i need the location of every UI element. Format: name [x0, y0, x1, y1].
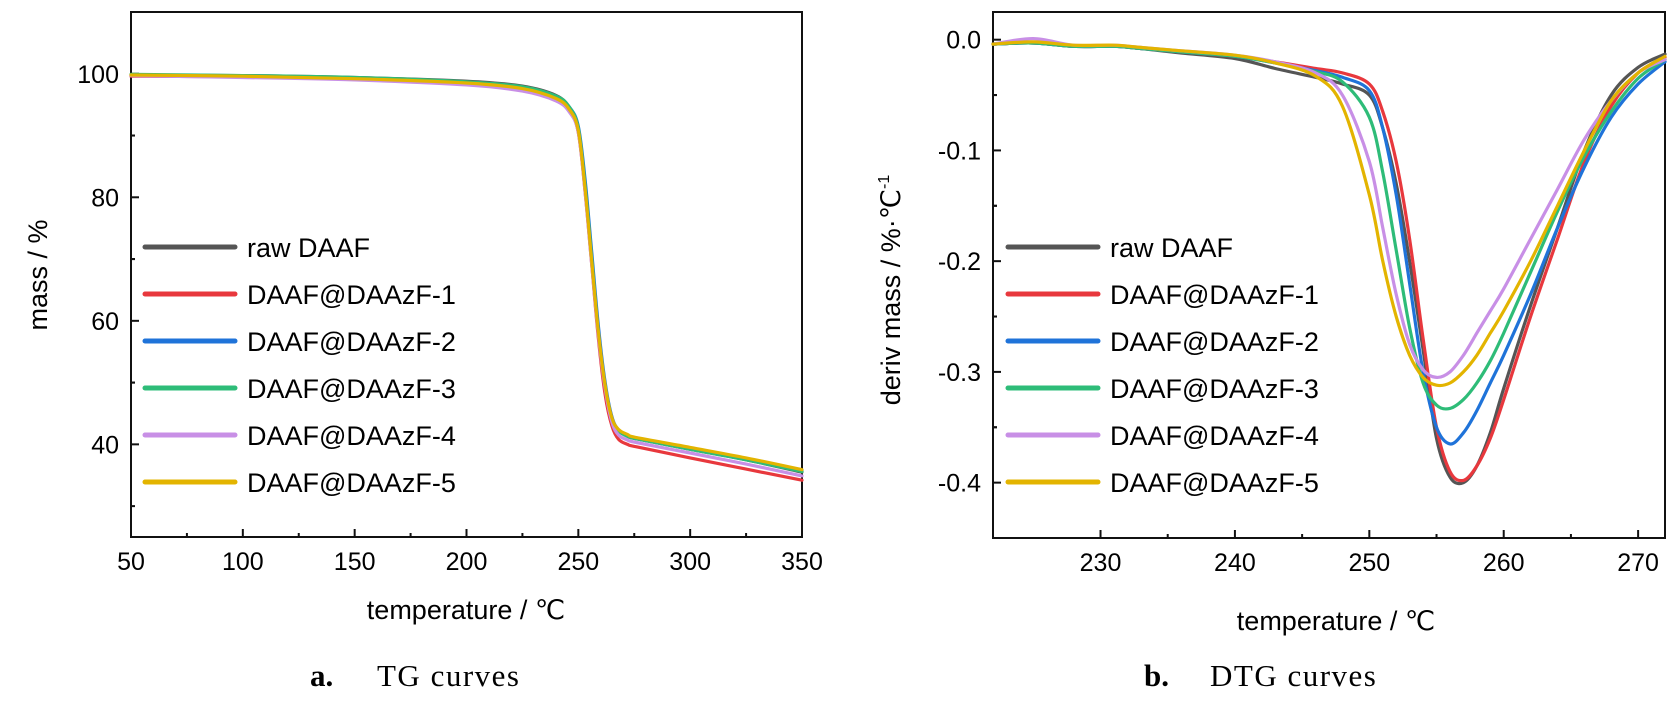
tg-chart: 50 100 150 200 250 300 350 40 60 80 100 raw DAAF D…	[23, 11, 823, 693]
dtg-legend-label-daaf-daazf-4: DAAF@DAAzF-4	[1110, 421, 1319, 451]
dtg-y-axis-label-superscript: -1	[876, 175, 893, 189]
tg-y-tick-label: 40	[91, 431, 119, 459]
dtg-series-daaf-daazf-5	[991, 40, 1667, 388]
dtg-x-tick-label: 260	[1483, 549, 1525, 577]
tg-legend-label-daaf-daazf-3: DAAF@DAAzF-3	[247, 374, 456, 404]
dtg-plot-frame	[992, 11, 1666, 539]
dtg-x-tick-label: 230	[1080, 549, 1122, 577]
tg-x-tick-label: 100	[222, 548, 264, 576]
dtg-x-tick-label: 270	[1617, 549, 1659, 577]
dtg-y-tick-label: -0.3	[938, 359, 981, 387]
dtg-y-tick-label: -0.1	[938, 137, 981, 165]
tg-x-tick-label: 150	[334, 548, 376, 576]
tg-caption-letter: a.	[310, 658, 333, 693]
dtg-series-daaf-daazf-1	[991, 41, 1667, 483]
tg-legend-label-daaf-daazf-5: DAAF@DAAzF-5	[247, 468, 456, 498]
dtg-x-tick-label: 250	[1348, 549, 1390, 577]
tg-x-tick-label: 50	[117, 548, 145, 576]
dtg-series-daaf-daazf-3	[991, 41, 1667, 411]
tg-x-tick-label: 200	[446, 548, 488, 576]
tg-x-tick-label: 250	[557, 548, 599, 576]
dtg-y-tick-label: 0.0	[946, 27, 981, 55]
tg-legend-label-daaf-daazf-2: DAAF@DAAzF-2	[247, 327, 456, 357]
dtg-caption-text: DTG curves	[1210, 658, 1377, 693]
dtg-x-tick-label: 240	[1214, 549, 1256, 577]
tg-legend-label-daaf-daazf-4: DAAF@DAAzF-4	[247, 421, 456, 451]
tg-x-axis-label: temperature / ℃	[367, 595, 565, 625]
dtg-y-tick-label: -0.4	[938, 470, 981, 498]
dtg-y-axis-label-main: deriv mass / %·℃	[876, 189, 906, 405]
tg-y-tick-label: 80	[91, 184, 119, 212]
dtg-chart: 230 240 250 260 270 0.0 -0.1 -0.2 -0.3 -0.4 raw …	[876, 11, 1667, 693]
tg-y-tick-label: 100	[77, 61, 119, 89]
dtg-caption-letter: b.	[1144, 658, 1169, 693]
dtg-y-tick-label: -0.2	[938, 248, 981, 276]
dtg-y-axis-label: deriv mass / %·℃-1	[876, 175, 906, 406]
dtg-legend-label-daaf-daazf-1: DAAF@DAAzF-1	[1110, 280, 1319, 310]
tg-plot-frame	[130, 11, 803, 538]
tg-legend-label-daaf-daazf-1: DAAF@DAAzF-1	[247, 280, 456, 310]
dtg-series-daaf-daazf-2	[991, 41, 1667, 446]
tg-x-tick-label: 350	[781, 548, 823, 576]
tg-y-tick-label: 60	[91, 308, 119, 336]
dtg-legend-label-daaf-daazf-3: DAAF@DAAzF-3	[1110, 374, 1319, 404]
tg-series-daaf-daazf-4	[129, 74, 804, 478]
dtg-x-axis-label: temperature / ℃	[1237, 606, 1435, 636]
tg-series-raw-daaf	[129, 73, 804, 474]
tg-series-daaf-daazf-5	[129, 73, 804, 472]
tg-series-daaf-daazf-1	[129, 74, 804, 482]
tg-x-tick-label: 300	[669, 548, 711, 576]
dtg-legend-label-daaf-daazf-2: DAAF@DAAzF-2	[1110, 327, 1319, 357]
tg-y-axis-label: mass / %	[23, 219, 53, 330]
tg-series-daaf-daazf-2	[129, 73, 804, 473]
tg-series-daaf-daazf-3	[129, 72, 804, 474]
dtg-legend-label-raw-daaf: raw DAAF	[1110, 233, 1233, 263]
dtg-series-raw-daaf	[991, 41, 1667, 486]
tg-legend-label-raw-daaf: raw DAAF	[247, 233, 370, 263]
dtg-legend-label-daaf-daazf-5: DAAF@DAAzF-5	[1110, 468, 1319, 498]
tg-caption-text: TG curves	[377, 658, 520, 693]
